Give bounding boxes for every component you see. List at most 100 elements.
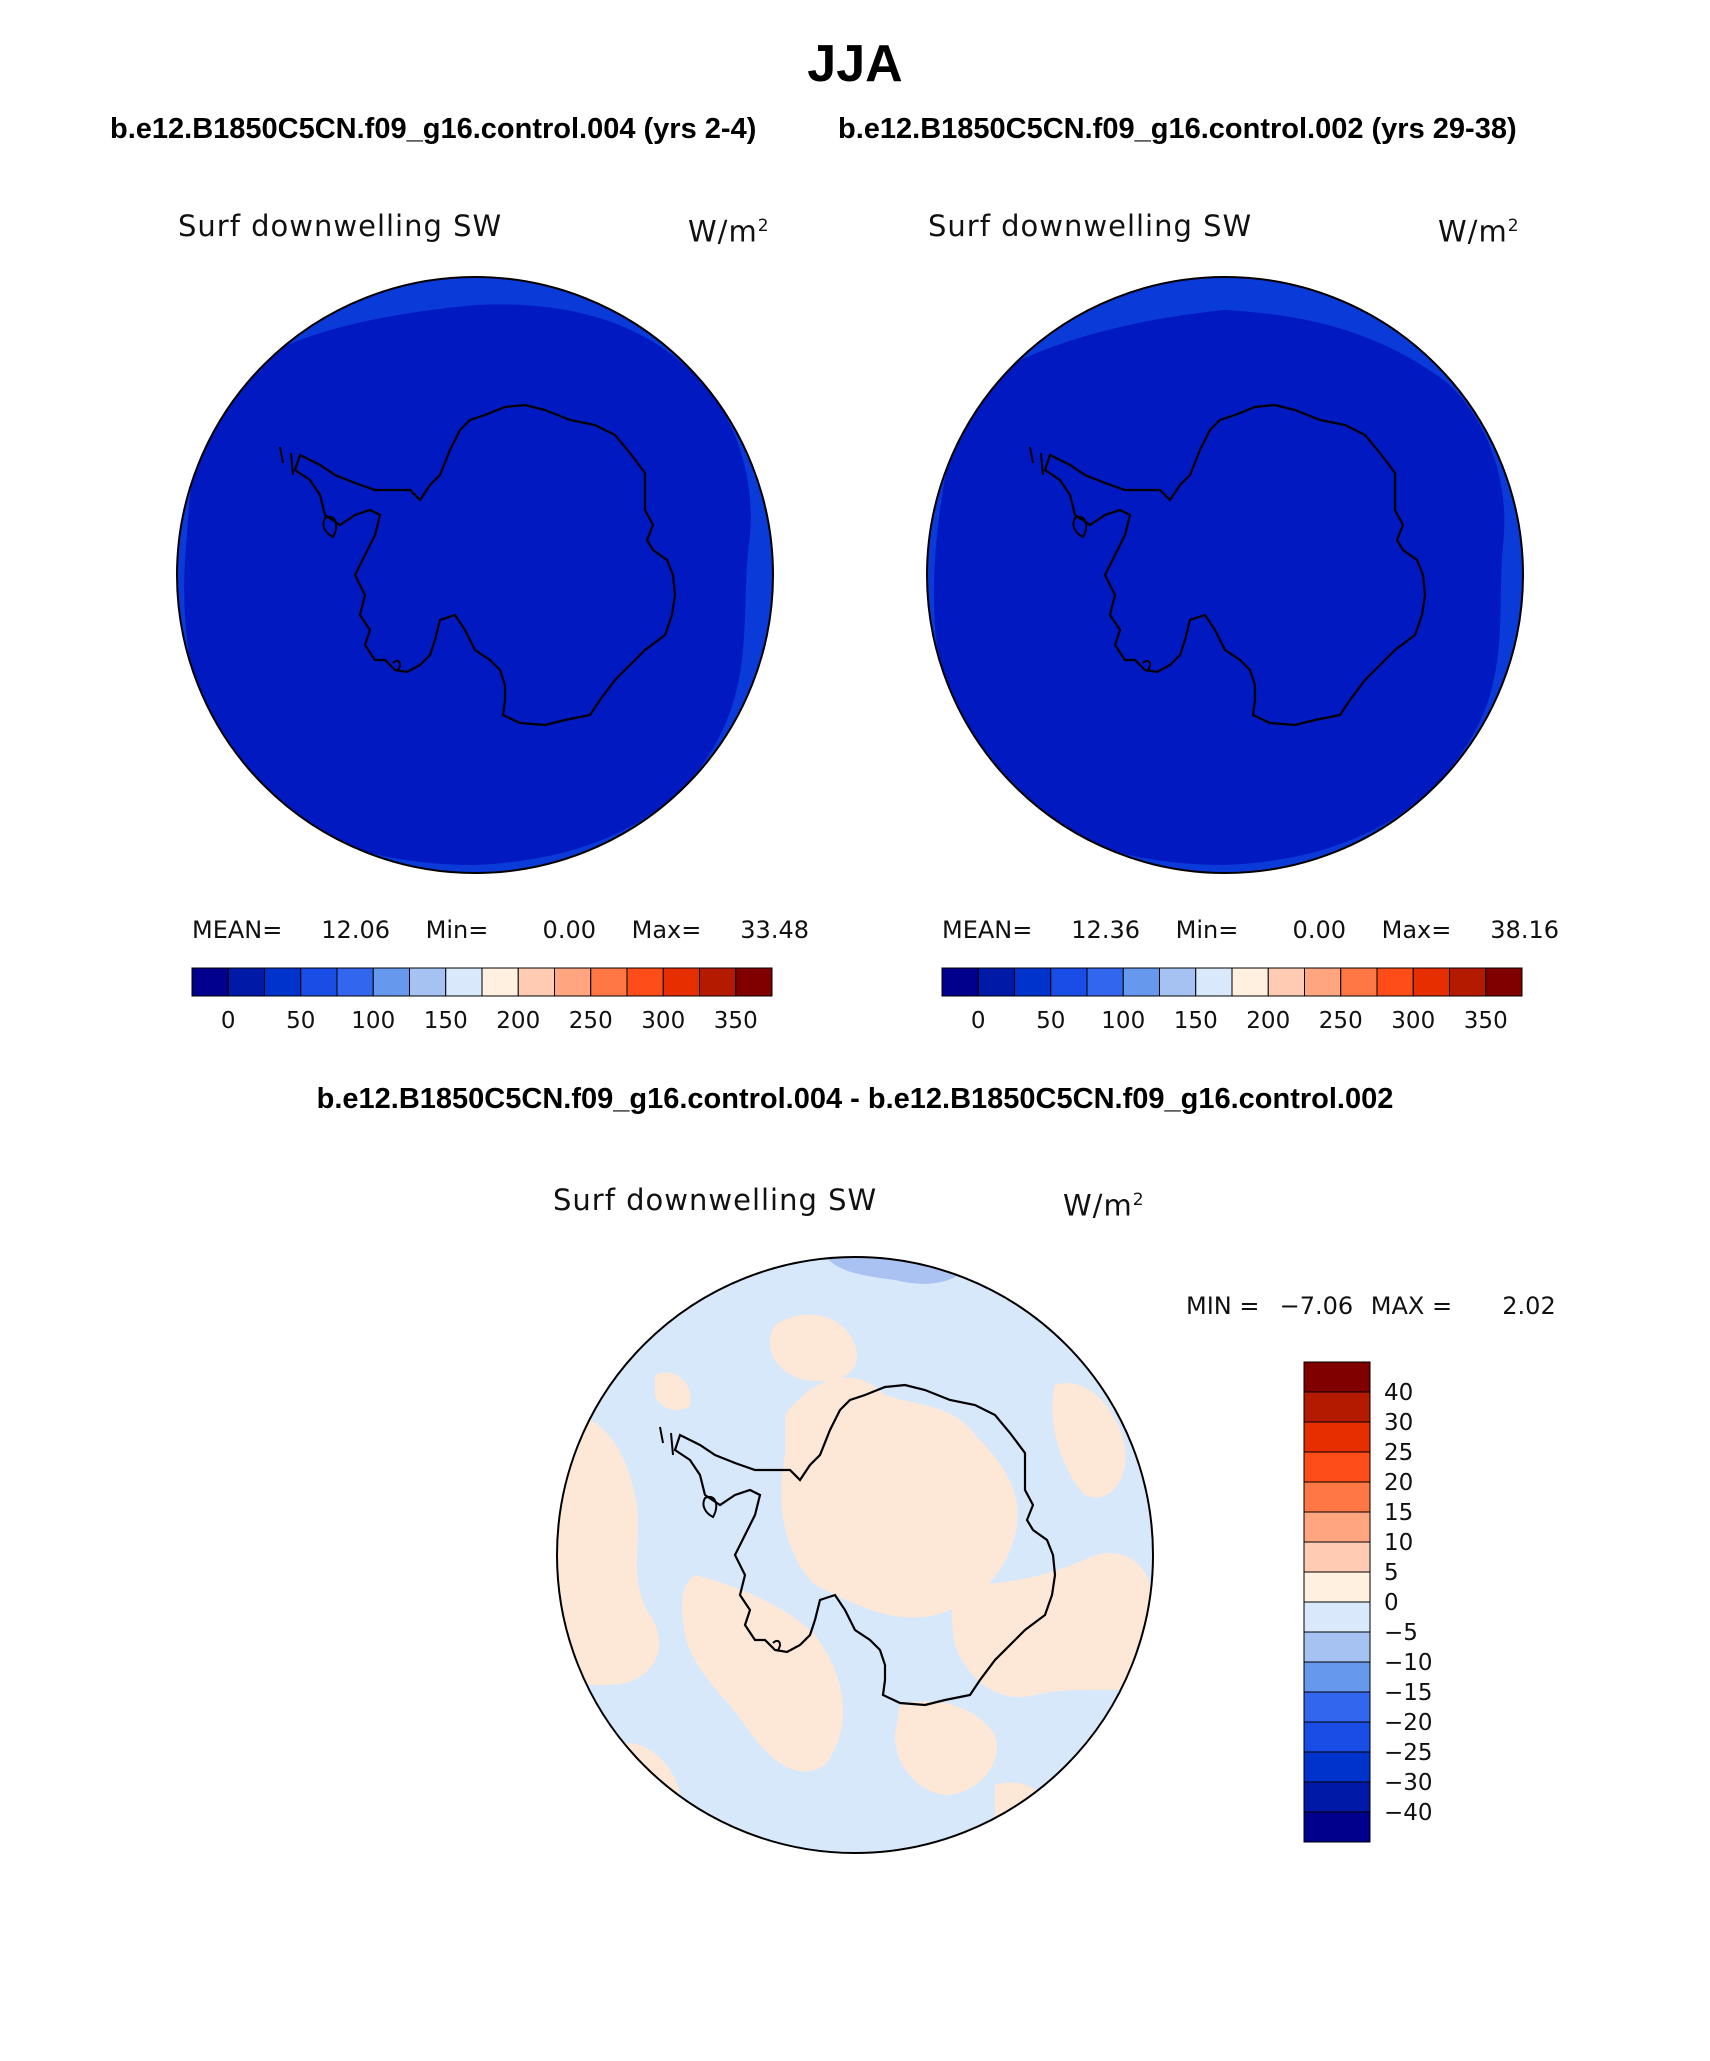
diff-colorbar-tick-label: −10 <box>1384 1650 1433 1676</box>
diff-colorbar-tick-label: −25 <box>1384 1740 1433 1766</box>
right-colorbar-tick-label: 0 <box>971 1008 986 1034</box>
diff-max-label: MAX = <box>1370 1292 1453 1320</box>
diff-colorbar-tick-label: −30 <box>1384 1770 1433 1796</box>
right-colorbar-swatch <box>1304 967 1342 997</box>
left-variable-label: Surf downwelling SW <box>178 209 503 243</box>
right-colorbar-swatch <box>1231 967 1269 997</box>
right-antarctica-coastline <box>1043 403 1427 727</box>
left-min-label: Min= <box>425 916 489 944</box>
left-map-boundary <box>176 276 774 874</box>
diff-colorbar-swatch <box>1303 1511 1371 1543</box>
right-colorbar-swatch <box>1376 967 1414 997</box>
right-colorbar-tick-label: 50 <box>1036 1008 1065 1034</box>
left-colorbar-swatch <box>590 967 628 997</box>
left-colorbar-swatch <box>662 967 700 997</box>
difference-title: b.e12.B1850C5CN.f09_g16.control.004 - b.… <box>316 1083 1394 1115</box>
left-map-interior-field <box>184 304 751 865</box>
diff-units-label: W/m2 <box>1063 1188 1145 1223</box>
right-map-interior-field <box>933 310 1505 865</box>
right-max-label: Max= <box>1381 916 1452 944</box>
diff-colorbar-tick-label: 10 <box>1384 1530 1413 1556</box>
diff-colorbar-tick-label: −15 <box>1384 1680 1433 1706</box>
left-max-value: 33.48 <box>740 916 809 944</box>
left-colorbar-swatch <box>481 967 519 997</box>
left-colorbar-tick-label: 250 <box>569 1008 613 1034</box>
diff-colorbar-swatch <box>1303 1451 1371 1483</box>
diff-map-boundary <box>556 1256 1154 1854</box>
diff-colorbar-tick-label: −20 <box>1384 1710 1433 1736</box>
diff-colorbar-swatch <box>1303 1781 1371 1813</box>
right-colorbar-swatch <box>1159 967 1197 997</box>
top-right-case-title: b.e12.B1850C5CN.f09_g16.control.002 (yrs… <box>838 113 1517 145</box>
diff-colorbar-swatch <box>1303 1631 1371 1663</box>
diff-colorbar-swatch <box>1303 1541 1371 1573</box>
right-colorbar-swatch <box>1449 967 1487 997</box>
left-colorbar-tick-label: 150 <box>424 1008 468 1034</box>
right-min-label: Min= <box>1175 916 1239 944</box>
diff-colorbar-swatch <box>1303 1421 1371 1453</box>
right-max-value: 38.16 <box>1490 916 1559 944</box>
diff-colorbar-tick-label: 20 <box>1384 1470 1413 1496</box>
season-title: JJA <box>807 35 903 93</box>
diff-colorbar-tick-label: 25 <box>1384 1440 1413 1466</box>
right-colorbar-swatch <box>1122 967 1160 997</box>
diff-colorbar-tick-label: 15 <box>1384 1500 1413 1526</box>
diff-colorbar-swatch <box>1303 1661 1371 1693</box>
left-units-label: W/m2 <box>688 214 770 249</box>
right-variable-label: Surf downwelling SW <box>928 209 1253 243</box>
right-min-value: 0.00 <box>1292 916 1346 944</box>
diff-colorbar-swatch <box>1303 1811 1371 1843</box>
right-polar-map <box>926 276 1524 874</box>
right-colorbar-swatch <box>1050 967 1088 997</box>
left-colorbar-tick-label: 200 <box>496 1008 540 1034</box>
right-colorbar-swatch <box>977 967 1015 997</box>
diff-max-value: 2.02 <box>1502 1292 1556 1320</box>
right-colorbar-tick-label: 250 <box>1319 1008 1363 1034</box>
left-antarctica-coastline <box>293 403 677 727</box>
diff-variable-label: Surf downwelling SW <box>553 1183 878 1217</box>
right-colorbar-swatch <box>1086 967 1124 997</box>
left-stats: MEAN= 12.06 Min= 0.00 Max= 33.48 <box>192 916 809 944</box>
left-colorbar-swatch <box>300 967 338 997</box>
right-mean-label: MEAN= <box>942 916 1033 944</box>
right-colorbar-swatch <box>1485 967 1523 997</box>
right-colorbar-swatch <box>941 967 979 997</box>
right-colorbar-swatch <box>1014 967 1052 997</box>
left-mean-label: MEAN= <box>192 916 283 944</box>
diff-colorbar-swatch <box>1303 1361 1371 1393</box>
left-colorbar-swatch <box>626 967 664 997</box>
diff-colorbar-tick-label: 0 <box>1384 1590 1399 1616</box>
left-mean-value: 12.06 <box>321 916 390 944</box>
right-colorbar-tick-label: 300 <box>1391 1008 1435 1034</box>
diff-colorbar-swatch <box>1303 1571 1371 1603</box>
left-colorbar-tick-label: 350 <box>714 1008 758 1034</box>
left-colorbar-swatch <box>554 967 592 997</box>
diff-min-value: −7.06 <box>1279 1292 1354 1320</box>
diff-colorbar-swatch <box>1303 1601 1371 1633</box>
diff-antarctica-coastline <box>673 1383 1057 1707</box>
right-colorbar-swatch <box>1195 967 1233 997</box>
right-colorbar-tick-label: 100 <box>1101 1008 1145 1034</box>
diff-colorbar-tick-label: 5 <box>1384 1560 1399 1586</box>
right-colorbar: 0 50 100 150 200 250 300 350 <box>941 967 1523 1034</box>
diff-colorbar-tick-label: 30 <box>1384 1410 1413 1436</box>
left-colorbar-swatch <box>227 967 265 997</box>
left-colorbar-swatch <box>336 967 374 997</box>
diff-colorbar-swatch <box>1303 1691 1371 1723</box>
left-max-label: Max= <box>631 916 702 944</box>
left-colorbar-swatch <box>735 967 773 997</box>
left-colorbar-swatch <box>517 967 555 997</box>
diff-colorbar-tick-label: −40 <box>1384 1800 1433 1826</box>
right-colorbar-tick-label: 200 <box>1246 1008 1290 1034</box>
right-colorbar-swatch <box>1412 967 1450 997</box>
left-colorbar-tick-label: 300 <box>641 1008 685 1034</box>
diff-minmax: MIN = −7.06 MAX = 2.02 <box>1186 1292 1556 1320</box>
right-colorbar-swatch <box>1267 967 1305 997</box>
left-polar-map <box>176 276 774 874</box>
right-colorbar-tick-label: 150 <box>1174 1008 1218 1034</box>
diff-colorbar-swatch <box>1303 1721 1371 1753</box>
left-colorbar-tick-label: 100 <box>351 1008 395 1034</box>
left-colorbar-swatch <box>264 967 302 997</box>
right-map-boundary <box>926 276 1524 874</box>
right-colorbar-swatch <box>1340 967 1378 997</box>
